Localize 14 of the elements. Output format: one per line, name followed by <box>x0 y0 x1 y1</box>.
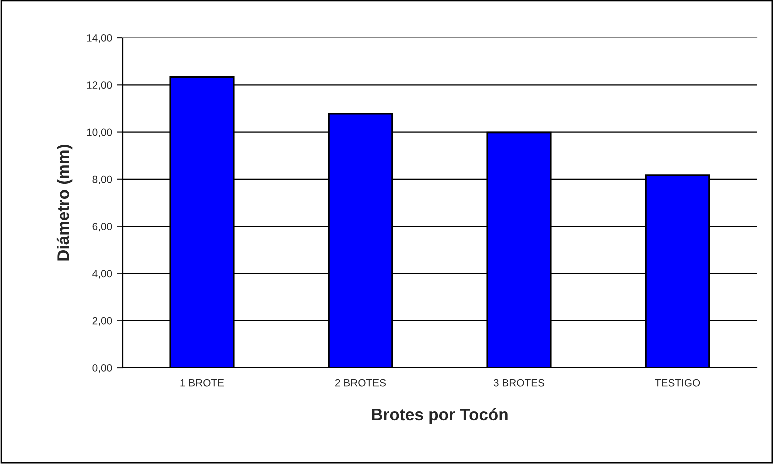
y-tick-label: 0,00 <box>92 364 112 374</box>
y-tick-label: 4,00 <box>92 270 112 279</box>
x-axis-title: Brotes por Tocón <box>372 408 508 424</box>
y-axis-title: Diámetro (mm) <box>56 145 73 261</box>
y-tick-label: 8,00 <box>92 176 112 185</box>
x-tick-label: 2 BROTES <box>336 379 386 387</box>
y-tick-label: 2,00 <box>92 317 112 326</box>
y-tick-label: 10,00 <box>87 128 112 138</box>
y-tick-label: 12,00 <box>87 82 112 90</box>
y-tick-label: 6,00 <box>92 223 112 232</box>
x-tick-label: 3 BROTES <box>494 379 545 387</box>
x-tick-label: 1 BROTE <box>180 379 224 387</box>
x-tick-label: TESTIGO <box>655 379 700 387</box>
y-tick-label: 14,00 <box>87 34 112 44</box>
